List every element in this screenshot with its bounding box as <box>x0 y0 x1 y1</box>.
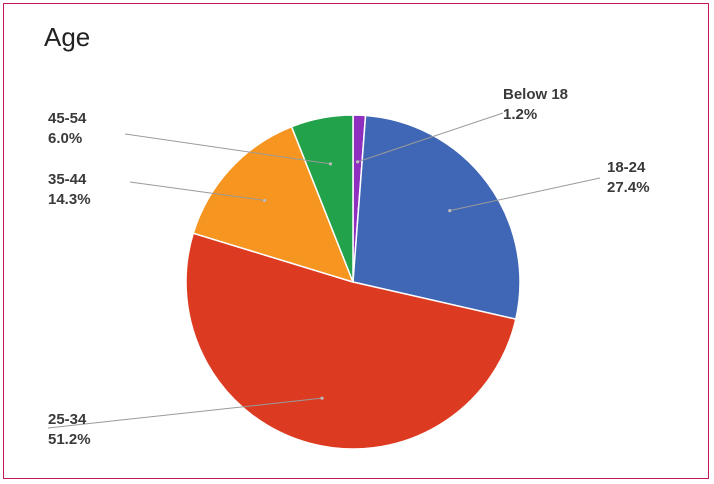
leader-dot-18-24 <box>448 209 452 213</box>
chart-title: Age <box>44 22 91 52</box>
slice-label-35-44: 35-44 <box>48 171 87 188</box>
slice-label-25-34: 25-34 <box>48 411 87 428</box>
leader-line-25-34 <box>47 397 323 429</box>
slice-label-45-54: 45-54 <box>48 110 87 127</box>
slice-label-18-24: 18-24 <box>607 159 646 176</box>
slice-label-below-18: Below 18 <box>503 86 568 103</box>
leader-line-18-24 <box>449 177 601 212</box>
pie-slice-18-24 <box>352 114 521 321</box>
leader-dot-45-54 <box>328 162 333 166</box>
leader-line-45-54 <box>124 133 331 165</box>
slice-value-45-54: 6.0% <box>48 130 82 147</box>
leader-line-35-44 <box>129 181 265 201</box>
slice-value-35-44: 14.3% <box>48 191 91 208</box>
slice-value-below-18: 1.2% <box>503 106 537 123</box>
leader-dot-35-44 <box>263 198 267 203</box>
pie-slice-35-44 <box>192 125 355 284</box>
slice-value-18-24: 27.4% <box>607 179 650 196</box>
leader-line-below-18 <box>357 112 504 163</box>
pie-slice-25-34 <box>185 232 517 450</box>
pie-slice-45-54 <box>290 114 354 283</box>
slice-value-25-34: 51.2% <box>48 431 91 448</box>
leader-dot-below-18 <box>355 160 360 164</box>
leader-dot-25-34 <box>320 396 324 400</box>
